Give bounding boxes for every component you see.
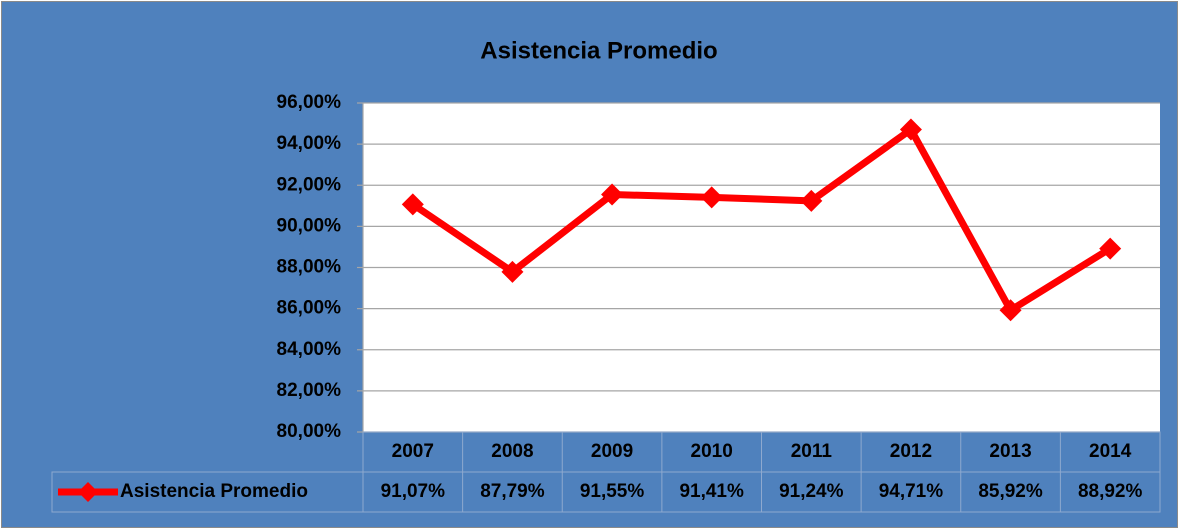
marker (1099, 237, 1122, 260)
data-table-value: 87,79% (480, 481, 545, 502)
data-table-value: 88,92% (1078, 481, 1143, 502)
data-table-value: 91,55% (580, 481, 645, 502)
x-tick-label: 2007 (392, 441, 434, 462)
series-line (410, 126, 1113, 314)
data-table-value: 91,24% (779, 481, 844, 502)
x-tick-label: 2011 (791, 441, 833, 462)
y-tick-label: 90,00% (277, 215, 342, 236)
marker (700, 186, 723, 209)
y-tick-label: 92,00% (277, 174, 342, 195)
x-tick-label: 2010 (691, 441, 733, 462)
table-border (51, 471, 364, 513)
data-table-value: 91,41% (679, 481, 744, 502)
y-tick-label: 86,00% (277, 298, 342, 319)
marker (800, 189, 823, 212)
y-tick-label: 80,00% (277, 421, 342, 442)
data-table-value: 91,07% (381, 481, 446, 502)
x-tick-label: 2014 (1089, 441, 1132, 462)
chart-title: Asistencia Promedio (480, 37, 717, 64)
y-tick-label: 88,00% (277, 257, 342, 278)
marker (601, 183, 624, 206)
x-tick-label: 2009 (591, 441, 633, 462)
x-tick-label: 2013 (989, 441, 1031, 462)
data-table-value: 85,92% (978, 481, 1043, 502)
y-tick-label: 94,00% (277, 133, 342, 154)
marker (501, 260, 524, 283)
y-tick-label: 82,00% (277, 380, 342, 401)
marker (899, 118, 922, 141)
legend-label: Asistencia Promedio (120, 481, 308, 502)
marker (999, 299, 1022, 322)
legend-marker (78, 482, 98, 502)
y-tick-label: 84,00% (277, 339, 342, 360)
y-tick-label: 96,00% (277, 92, 342, 113)
x-tick-label: 2008 (491, 441, 533, 462)
data-table-value: 94,71% (879, 481, 944, 502)
marker (401, 193, 424, 216)
x-tick-label: 2012 (890, 441, 932, 462)
